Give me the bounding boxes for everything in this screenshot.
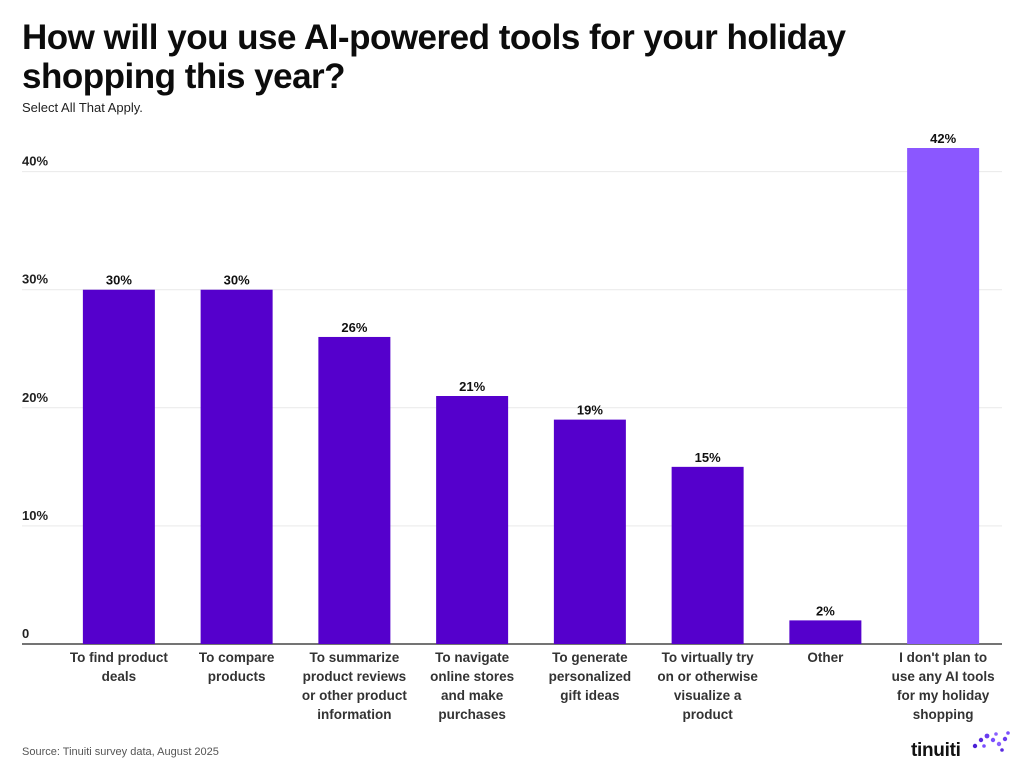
y-tick-label: 40% [22,154,48,169]
bar [907,148,980,644]
chart-title: How will you use AI-powered tools for yo… [22,18,846,96]
chart-subtitle: Select All That Apply. [22,100,143,115]
x-category-label-line: use any AI tools [892,669,995,684]
y-tick-label: 10% [22,508,48,523]
x-category-label-line: Other [807,650,844,665]
x-category-label-line: for my holiday [897,688,990,703]
logo-dots-icon [972,731,1010,752]
tinuiti-logo: tinuiti [911,728,1011,768]
bar [436,396,509,644]
x-category-label-line: information [317,707,391,722]
x-category-label-line: To generate [552,650,628,665]
x-category-label-line: and make [441,688,504,703]
x-category-label-line: on or otherwise [657,669,758,684]
x-category-label-line: product [683,707,734,722]
y-tick-label: 0 [22,626,29,641]
x-category-label-line: purchases [438,707,506,722]
x-category-label: To find product deals [70,650,168,684]
bar [671,466,744,644]
y-tick-label: 30% [22,272,48,287]
y-tick-label: 20% [22,390,48,405]
data-label: 30% [224,273,250,288]
data-label: 30% [106,273,132,288]
data-label: 42% [930,131,956,146]
x-category-label: Other [807,650,844,665]
x-category-label: To compare products [199,650,275,684]
logo-wordmark: tinuiti [911,740,961,761]
x-category-label: I don't plan to use any AI tools for my ho… [892,650,995,722]
data-label: 26% [341,320,367,335]
x-category-label-line: visualize a [674,688,742,703]
data-label: 2% [816,603,835,618]
x-category-label-line: shopping [913,707,974,722]
x-category-label-line: To summarize [309,650,399,665]
x-category-label-line: To find product [70,650,168,665]
x-category-label-line: product reviews [303,669,407,684]
x-category-label-line: products [208,669,266,684]
bar [200,289,273,644]
bar [82,289,155,644]
bar [553,419,626,644]
data-label: 19% [577,403,603,418]
x-category-label-line: To compare [199,650,275,665]
x-category-label-line: deals [102,669,137,684]
x-category-label-line: To navigate [435,650,510,665]
data-label: 21% [459,379,485,394]
bar [318,336,391,644]
x-category-label: To navigate online stores and make purchase… [430,650,514,722]
x-category-label-line: gift ideas [560,688,619,703]
x-category-label: To summarize product reviews or other prod… [302,650,407,722]
data-label: 15% [695,450,721,465]
x-category-label: To virtually try on or otherwise visualize… [657,650,758,722]
x-category-label-line: online stores [430,669,514,684]
source-note: Source: Tinuiti survey data, August 2025 [22,746,219,758]
x-category-label-line: personalized [549,669,632,684]
x-category-label: To generate personalized gift ideas [549,650,632,703]
x-category-label-line: To virtually try [662,650,755,665]
x-category-label-line: I don't plan to [899,650,987,665]
x-category-label-line: or other product [302,688,407,703]
bar [789,620,862,644]
